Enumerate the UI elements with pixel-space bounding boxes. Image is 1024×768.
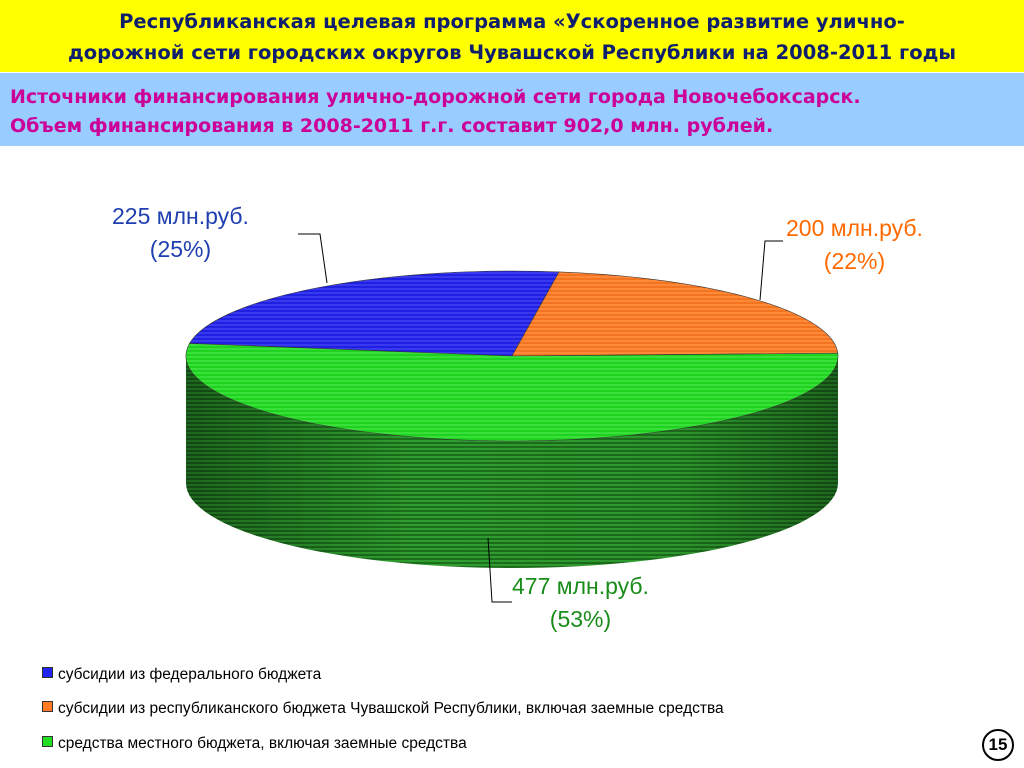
legend-text-republic: субсидии из республиканского бюджета Чув… [58,700,724,717]
slice-label-republic: 200 млн.руб. (22%) [786,212,923,278]
header-line-2: дорожной сети городских округов Чувашско… [68,41,956,64]
slice-label-federal: 225 млн.руб. (25%) [112,200,249,266]
header-line-1: Республиканская целевая программа «Ускор… [119,10,905,33]
pie-slice-texture-local [185,343,839,442]
leader-line-local [487,537,512,603]
slice-value-label-federal: 225 млн.руб. [112,203,249,229]
legend-text-local: средства местного бюджета, включая заемн… [58,735,467,752]
slice-percent-label-federal: (25%) [149,236,212,262]
slide-subheader: Источники финансирования улично-дорожной… [0,73,1024,146]
subheader-line-2: Объем финансирования в 2008-2011 г.г. со… [10,115,774,137]
slice-label-local: 477 млн.руб. (53%) [512,570,649,636]
pie-top-face [185,270,839,442]
pie-side-shading [186,356,838,568]
pie-slice-texture-federal [189,271,560,356]
legend-item-republic: субсидии из республиканского бюджета Чув… [42,700,724,718]
legend-item-local: средства местного бюджета, включая заемн… [42,735,467,753]
slice-value-label-republic: 200 млн.руб. [786,215,923,241]
pie-side-wall [186,356,838,568]
slice-percent-label-local: (53%) [549,606,612,632]
legend-swatch-federal [42,667,53,678]
leader-line-federal [298,233,328,284]
slice-percent-label-republic: (22%) [823,248,886,274]
leader-lines [298,233,783,603]
pie-slice-texture-republic [512,271,838,356]
slice-value-label-local: 477 млн.руб. [512,573,649,599]
legend-text-federal: субсидии из федерального бюджета [58,666,322,683]
legend-swatch-republic [42,701,53,712]
legend-swatch-local [42,736,53,747]
legend-item-federal: субсидии из федерального бюджета [42,666,321,684]
page-number-badge: 15 [982,729,1014,761]
subheader-line-1: Источники финансирования улично-дорожной… [10,86,861,108]
slide-header: Республиканская целевая программа «Ускор… [0,0,1024,72]
leader-line-republic [759,240,783,301]
